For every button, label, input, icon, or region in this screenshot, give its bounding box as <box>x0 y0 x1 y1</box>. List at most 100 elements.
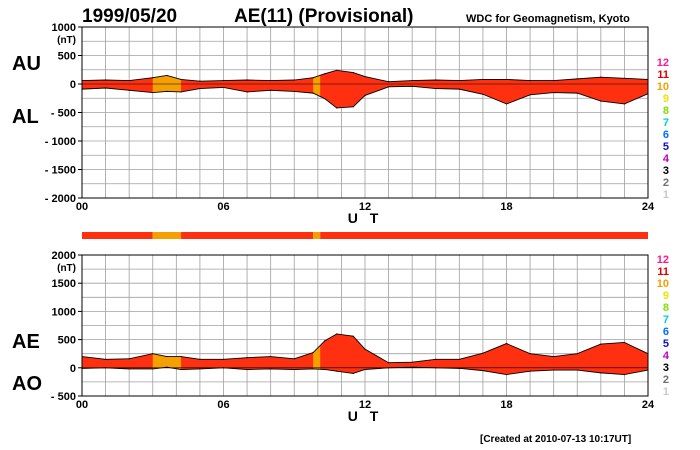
point-ao <box>482 370 484 372</box>
station-count-bar <box>82 232 648 239</box>
x-tick-label: 06 <box>217 201 229 213</box>
legend-entry: 4 <box>663 350 670 362</box>
plot-title: AE(11) (Provisional) <box>234 6 414 27</box>
panel1-upper-label: AU <box>12 53 41 75</box>
point-ae <box>222 358 225 360</box>
y-tick-label: 500 <box>58 51 76 63</box>
point-ao <box>199 368 201 370</box>
point-ae <box>246 357 248 359</box>
point-al <box>364 94 366 96</box>
point-au <box>387 81 390 83</box>
point-ae <box>387 362 390 364</box>
point-au <box>293 79 295 81</box>
legend-entry: 7 <box>663 314 669 326</box>
point-ae <box>128 358 130 360</box>
y-tick-label: - 1000 <box>45 136 76 148</box>
x-tick-label: 00 <box>76 201 88 213</box>
legend-entry: 6 <box>663 326 669 338</box>
x-tick-label: 06 <box>217 399 229 411</box>
point-au <box>505 78 508 81</box>
point-au <box>411 79 413 82</box>
y-tick-label: 1000 <box>52 306 76 318</box>
point-au <box>312 77 314 79</box>
point-ao <box>324 368 326 371</box>
point-ae <box>152 353 154 355</box>
point-ao <box>529 370 531 372</box>
y-tick-label: - 500 <box>51 391 76 403</box>
legend-entry: 1 <box>663 189 669 201</box>
point-ae <box>104 358 107 360</box>
point-au <box>270 79 272 82</box>
created-timestamp: [Created at 2010-07-13 10:17UT] <box>480 434 631 445</box>
legend-entry: 5 <box>663 338 669 350</box>
point-au <box>222 79 225 82</box>
point-al <box>458 88 460 90</box>
point-ao <box>270 368 272 370</box>
point-ao <box>312 368 314 370</box>
point-au <box>576 78 578 80</box>
point-ae <box>623 341 626 344</box>
point-au <box>623 77 626 79</box>
point-al <box>104 87 107 89</box>
point-au <box>246 79 248 81</box>
panel1-lower-label: AL <box>12 106 39 128</box>
x-axis-label: U T <box>348 210 383 226</box>
point-al <box>222 86 225 89</box>
point-au <box>324 73 326 75</box>
panel2-upper-label: AE <box>12 331 40 353</box>
point-ae <box>270 355 272 358</box>
point-au <box>458 79 460 82</box>
point-ao <box>600 372 602 374</box>
plot-frame <box>81 254 649 397</box>
legend-entry: 2 <box>663 177 669 189</box>
legend-entry: 3 <box>663 362 669 374</box>
legend-entry: 6 <box>663 129 669 141</box>
point-ae <box>576 353 578 355</box>
series-line-ae <box>81 333 649 364</box>
point-al <box>505 103 508 105</box>
point-au <box>166 74 168 77</box>
legend-entry: 8 <box>663 302 669 314</box>
point-al <box>352 106 354 108</box>
point-ao <box>128 368 130 370</box>
y-tick-label: 1500 <box>52 278 76 290</box>
point-ao <box>623 373 626 376</box>
point-al <box>411 85 413 87</box>
y-tick-label: 0 <box>70 363 76 375</box>
point-au <box>435 79 437 81</box>
x-tick-label: 18 <box>500 201 512 213</box>
legend-entry: 8 <box>663 105 669 117</box>
legend-entry: 1 <box>663 386 669 398</box>
point-ao <box>364 368 366 371</box>
series-line-al <box>81 85 649 109</box>
legend-entry: 3 <box>663 165 669 177</box>
point-ao <box>152 368 154 370</box>
point-au <box>152 77 154 79</box>
legend-entry: 4 <box>663 153 670 165</box>
point-al <box>600 100 602 102</box>
legend-entry: 12 <box>657 57 669 69</box>
point-ae <box>199 358 201 360</box>
point-ao <box>553 369 555 371</box>
point-ae <box>458 358 460 360</box>
y-tick-label: 2000 <box>52 250 76 262</box>
point-au <box>482 78 484 81</box>
point-au <box>180 78 182 81</box>
y-tick-label: 0 <box>70 79 76 91</box>
point-au <box>104 79 107 81</box>
point-al <box>128 89 130 91</box>
legend-entry: 10 <box>657 278 669 290</box>
x-tick-label: 12 <box>359 399 371 411</box>
point-al <box>246 91 248 93</box>
y-tick-label: 1000 <box>52 22 76 34</box>
point-ae <box>482 352 484 354</box>
point-au <box>529 79 531 82</box>
point-ae <box>600 343 602 345</box>
station-bar-segment <box>313 232 321 239</box>
y-tick-label: 500 <box>58 335 76 347</box>
point-ae <box>166 355 168 358</box>
point-al <box>199 87 201 90</box>
point-au <box>553 79 555 82</box>
